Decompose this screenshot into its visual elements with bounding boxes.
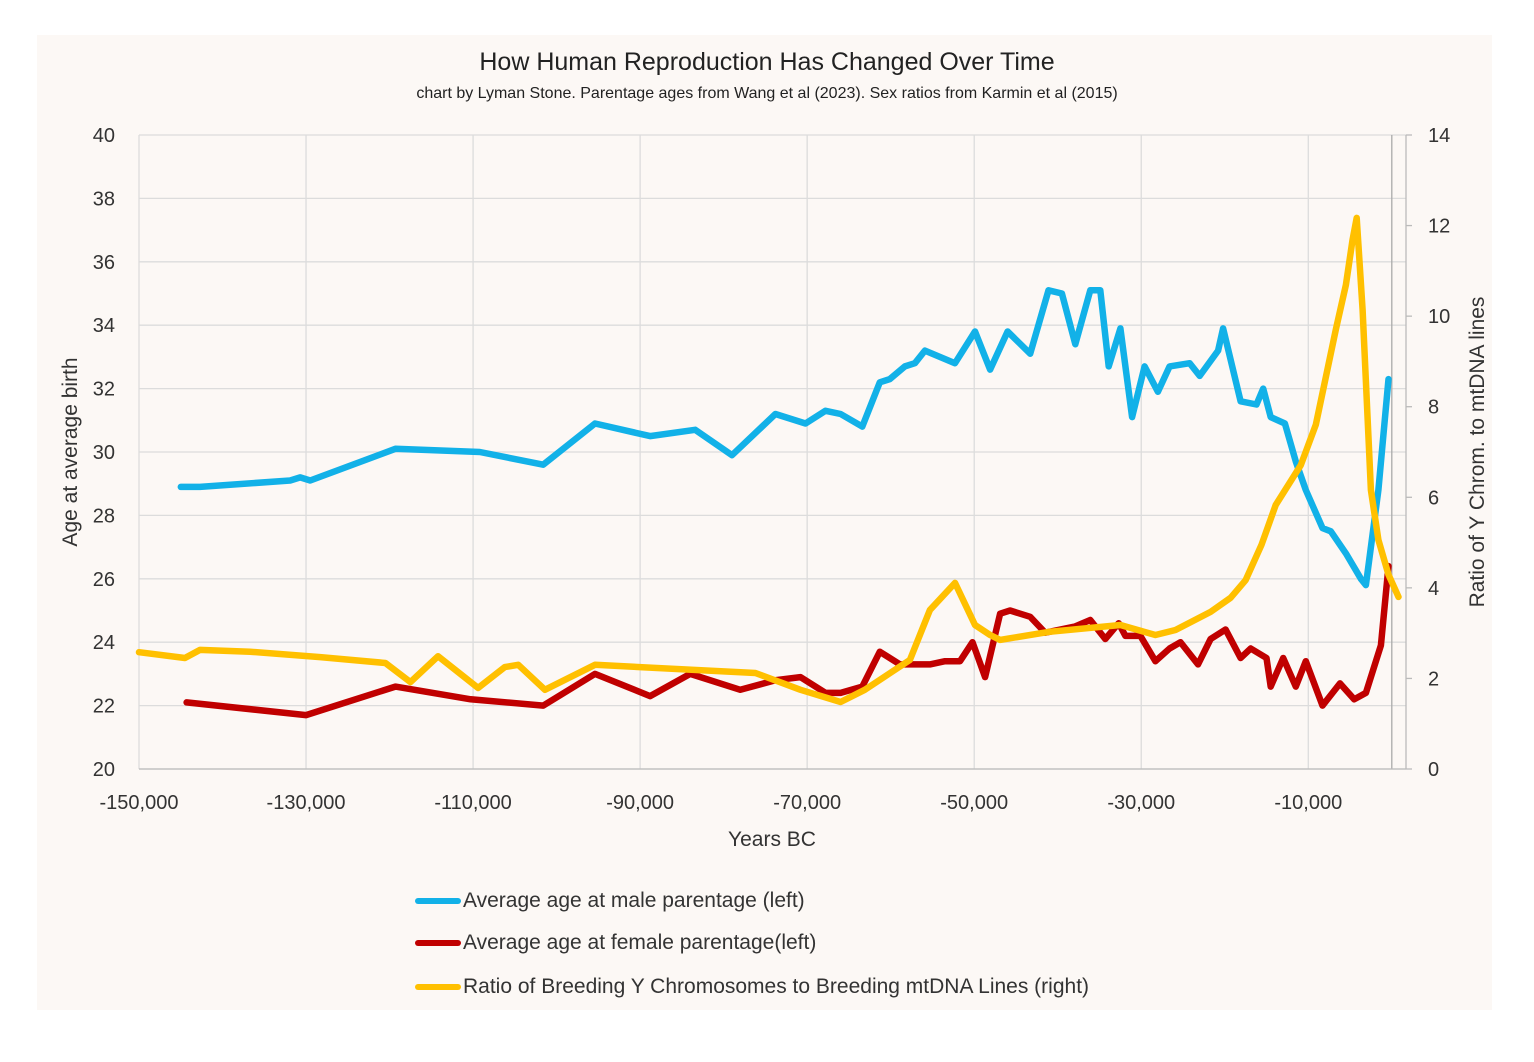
y-tick-label: 36 <box>93 252 115 274</box>
y2-tick-label: 12 <box>1428 216 1450 238</box>
chart-subtitle: chart by Lyman Stone. Parentage ages fro… <box>416 85 1118 102</box>
legend-swatch-ratio <box>415 984 461 990</box>
series-female-line <box>183 562 1392 719</box>
y2-tick-label: 2 <box>1428 668 1439 690</box>
y-tick-label: 20 <box>93 759 115 781</box>
y-tick-label: 30 <box>93 442 115 464</box>
legend-label-female: Average age at female parentage(left) <box>463 931 817 954</box>
legend-item-ratio: Ratio of Breeding Y Chromosomes to Breed… <box>415 975 1089 999</box>
legend-label-ratio: Ratio of Breeding Y Chromosomes to Breed… <box>463 975 1090 998</box>
chart-panel <box>37 35 1492 1010</box>
x-tick-label: -110,000 <box>434 792 511 814</box>
y-tick-label: 32 <box>93 379 115 401</box>
x-axis-title: Years BC <box>728 828 816 851</box>
y-axis-title: Age at average birth <box>59 357 82 546</box>
legend-swatch-female <box>415 940 461 946</box>
y-tick-label: 34 <box>93 315 115 337</box>
y-tick-label: 26 <box>93 569 115 591</box>
y2-tick-label: 4 <box>1428 578 1439 600</box>
x-tick-label: -130,000 <box>267 792 346 814</box>
legend-item-female: Average age at female parentage(left) <box>415 931 816 955</box>
series-male-line <box>177 287 1392 589</box>
y2-tick-label: 6 <box>1428 487 1439 509</box>
y-tick-label: 22 <box>93 696 115 718</box>
y2-tick-label: 10 <box>1428 306 1450 328</box>
legend-item-male: Average age at male parentage (left) <box>415 889 805 913</box>
y-tick-label: 24 <box>93 632 115 654</box>
x-tick-label: -70,000 <box>773 792 841 814</box>
legend-swatch-male <box>415 898 461 904</box>
x-tick-label: -50,000 <box>940 792 1008 814</box>
x-tick-label: -150,000 <box>100 792 179 814</box>
y-tick-label: 38 <box>93 188 115 210</box>
x-tick-label: -30,000 <box>1107 792 1175 814</box>
y-tick-label: 28 <box>93 505 115 527</box>
y2-tick-label: 0 <box>1428 759 1439 781</box>
x-tick-label: -90,000 <box>606 792 674 814</box>
legend-label-male: Average age at male parentage (left) <box>463 889 805 912</box>
x-tick-label: -10,000 <box>1274 792 1342 814</box>
y2-axis-title: Ratio of Y Chrom. to mtDNA lines <box>1466 297 1489 608</box>
y2-tick-label: 14 <box>1428 125 1450 147</box>
chart-title: How Human Reproduction Has Changed Over … <box>479 48 1055 76</box>
series-ratio-line <box>135 214 1402 706</box>
y2-tick-label: 8 <box>1428 397 1439 419</box>
y-tick-label: 40 <box>93 125 115 147</box>
